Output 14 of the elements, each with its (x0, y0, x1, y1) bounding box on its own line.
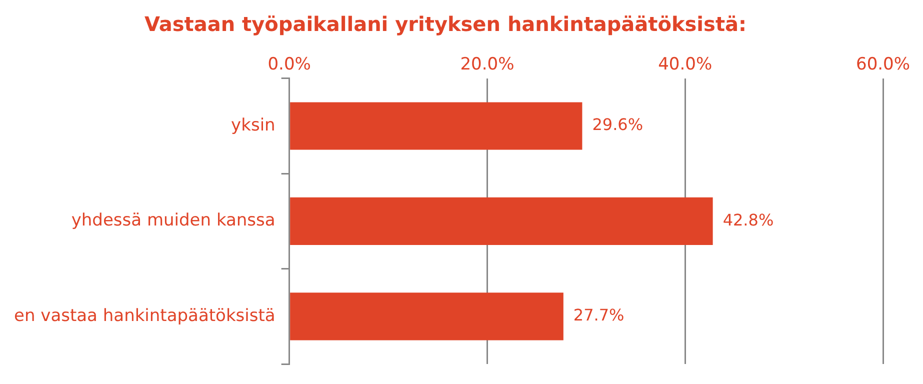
data-label: 42.8% (722, 210, 774, 230)
bar (290, 197, 713, 245)
y-tick-label: yhdessä muiden kanssa (71, 210, 276, 231)
x-tick-label: 20.0% (460, 54, 514, 75)
chart-title: Vastaan työpaikallani yrityksen hankintapäätöksistä: (144, 12, 746, 36)
data-label: 29.6% (592, 115, 644, 134)
x-tick-label: 40.0% (658, 54, 712, 75)
bar (290, 292, 564, 340)
data-label: 27.7% (573, 306, 624, 325)
bar (290, 102, 582, 150)
x-tick-label: 60.0% (856, 54, 910, 75)
y-tick-label: en vastaa hankintapäätöksistä (14, 306, 276, 326)
y-tick-label: yksin (231, 115, 276, 136)
x-tick-label: 0.0% (268, 54, 311, 75)
